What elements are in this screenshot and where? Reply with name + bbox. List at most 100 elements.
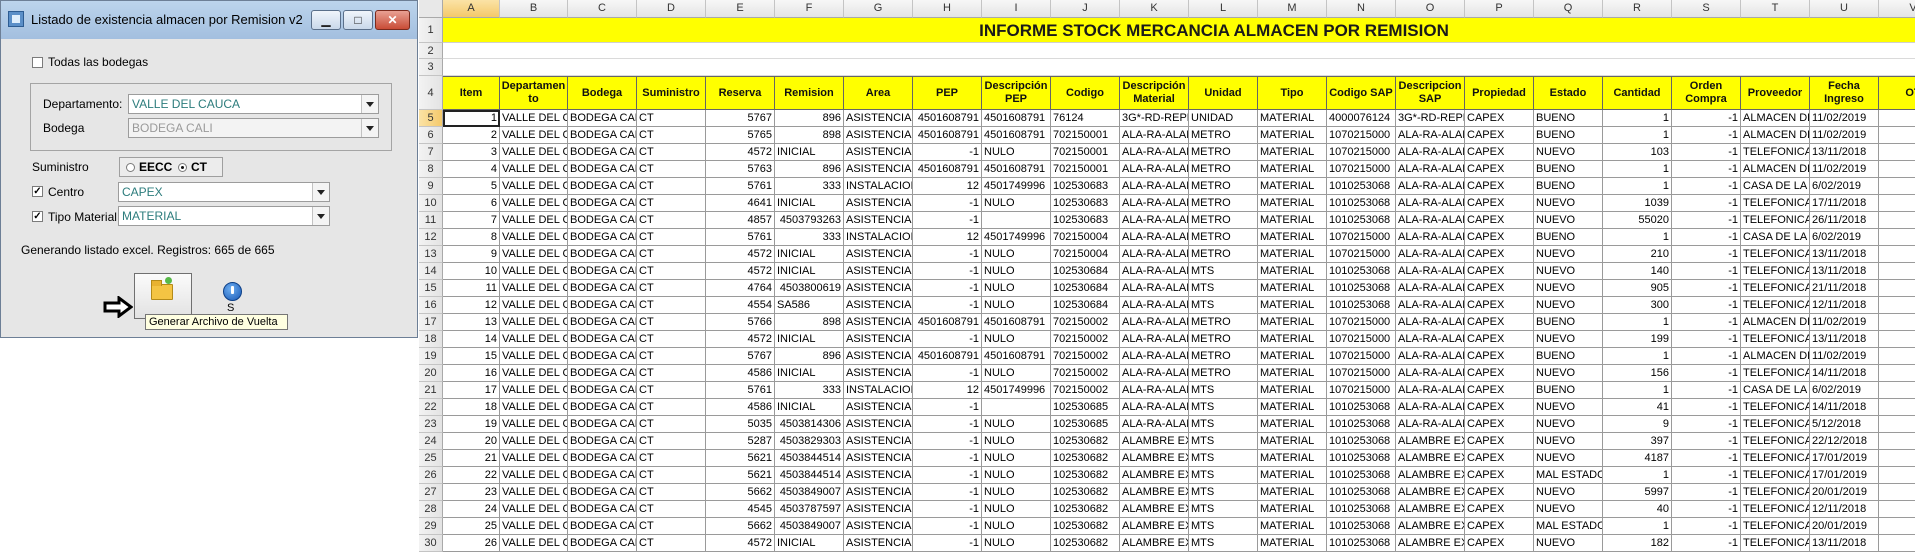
column-header-a[interactable]: A <box>443 0 500 18</box>
table-cell[interactable]: MTS <box>1189 280 1258 297</box>
table-cell[interactable]: BUENO <box>1534 314 1603 331</box>
table-cell[interactable]: 1070215000 <box>1327 246 1396 263</box>
table-cell[interactable]: 102530683 <box>1051 195 1120 212</box>
header-cell-d[interactable]: Suministro <box>637 76 706 110</box>
table-cell[interactable]: TELEFONICA <box>1741 365 1810 382</box>
table-cell[interactable]: 19 <box>443 416 500 433</box>
table-cell[interactable]: NUEVO <box>1534 501 1603 518</box>
row-header-11[interactable]: 11 <box>419 212 443 229</box>
table-cell[interactable]: CT <box>637 365 706 382</box>
table-cell[interactable]: 1 <box>1603 178 1672 195</box>
table-cell[interactable]: 102530682 <box>1051 518 1120 535</box>
table-cell[interactable]: MATERIAL <box>1258 501 1327 518</box>
table-cell[interactable]: NUEVO <box>1534 144 1603 161</box>
table-cell[interactable]: 102530682 <box>1051 484 1120 501</box>
table-cell[interactable]: VALLE DEL CA <box>500 144 568 161</box>
table-cell[interactable]: INSTALACION <box>844 178 913 195</box>
table-cell[interactable]: VALLE DEL CA <box>500 110 568 127</box>
table-cell[interactable]: 21 <box>443 450 500 467</box>
generar-archivo-button[interactable] <box>134 273 192 319</box>
minimize-button[interactable]: ▁ <box>311 10 341 30</box>
table-cell[interactable]: BODEGA CAL <box>568 263 637 280</box>
table-cell[interactable]: ALAMBRE EX <box>1396 518 1465 535</box>
table-cell[interactable]: ALA-RA-ALAM <box>1396 314 1465 331</box>
table-cell[interactable]: -1 <box>913 433 982 450</box>
table-cell[interactable]: 1010253068 <box>1327 450 1396 467</box>
table-cell[interactable]: 1070215000 <box>1327 331 1396 348</box>
header-cell-a[interactable]: Item <box>443 76 500 110</box>
table-cell[interactable]: 24 <box>443 501 500 518</box>
table-cell[interactable]: MTS <box>1189 399 1258 416</box>
table-cell[interactable]: NUEVO <box>1534 484 1603 501</box>
table-cell[interactable]: VALLE DEL CA <box>500 535 568 552</box>
table-cell[interactable]: MATERIAL <box>1258 280 1327 297</box>
table-cell[interactable]: VALLE DEL CA <box>500 501 568 518</box>
table-cell[interactable]: INICIAL <box>775 365 844 382</box>
table-cell[interactable]: BODEGA CAL <box>568 280 637 297</box>
table-cell[interactable]: NULO <box>982 467 1051 484</box>
table-cell[interactable]: 333 <box>775 382 844 399</box>
maximize-button[interactable]: □ <box>343 10 373 30</box>
table-cell[interactable]: MATERIAL <box>1258 144 1327 161</box>
table-cell[interactable]: BODEGA CAL <box>568 535 637 552</box>
table-cell[interactable]: 4503814306 <box>775 416 844 433</box>
table-cell[interactable]: ASISTENCIA T <box>844 263 913 280</box>
table-cell[interactable]: 11/02/2019 <box>1810 127 1879 144</box>
table-cell[interactable]: 20/01/2019 <box>1810 484 1879 501</box>
table-cell[interactable]: -1 <box>1672 297 1741 314</box>
table-cell[interactable]: NUEVO <box>1534 450 1603 467</box>
table-cell[interactable]: 140 <box>1603 263 1672 280</box>
table-cell[interactable]: BODEGA CAL <box>568 110 637 127</box>
table-cell[interactable]: ALA-RA-ALAM <box>1120 314 1189 331</box>
table-cell[interactable] <box>1879 280 1915 297</box>
table-cell[interactable]: CAPEX <box>1465 518 1534 535</box>
table-cell[interactable]: 4503800619 <box>775 280 844 297</box>
table-cell[interactable]: ASISTENCIA T <box>844 535 913 552</box>
table-cell[interactable]: ALMACEN DE <box>1741 161 1810 178</box>
row-header-16[interactable]: 16 <box>419 297 443 314</box>
column-header-j[interactable]: J <box>1051 0 1120 18</box>
table-cell[interactable]: 4501608791 <box>913 110 982 127</box>
table-cell[interactable]: CT <box>637 110 706 127</box>
row-header-10[interactable]: 10 <box>419 195 443 212</box>
table-cell[interactable]: INSTALACION <box>844 382 913 399</box>
table-cell[interactable]: 5/12/2018 <box>1810 416 1879 433</box>
header-cell-m[interactable]: Tipo <box>1258 76 1327 110</box>
header-cell-b[interactable]: Departamen to <box>500 76 568 110</box>
table-cell[interactable]: TELEFONICA <box>1741 297 1810 314</box>
table-cell[interactable]: 25 <box>443 518 500 535</box>
header-cell-i[interactable]: Descripción PEP <box>982 76 1051 110</box>
table-cell[interactable]: 182 <box>1603 535 1672 552</box>
table-cell[interactable]: 1010253068 <box>1327 212 1396 229</box>
table-cell[interactable]: 4501749996 <box>982 382 1051 399</box>
table-cell[interactable]: 1 <box>1603 110 1672 127</box>
table-cell[interactable]: 1 <box>1603 467 1672 484</box>
table-cell[interactable]: ALA-RA-ALAM <box>1120 161 1189 178</box>
table-cell[interactable]: 4501608791 <box>913 161 982 178</box>
table-cell[interactable]: ALA-RA-ALAM <box>1120 297 1189 314</box>
table-cell[interactable]: 156 <box>1603 365 1672 382</box>
table-cell[interactable]: 23 <box>443 484 500 501</box>
table-cell[interactable]: 1010253068 <box>1327 280 1396 297</box>
table-cell[interactable]: CAPEX <box>1465 433 1534 450</box>
table-cell[interactable]: VALLE DEL CA <box>500 433 568 450</box>
table-cell[interactable]: 21/11/2018 <box>1810 280 1879 297</box>
table-cell[interactable]: CAPEX <box>1465 144 1534 161</box>
table-cell[interactable]: 4000076124 <box>1327 110 1396 127</box>
table-cell[interactable]: NUEVO <box>1534 331 1603 348</box>
table-cell[interactable]: 22/12/2018 <box>1810 433 1879 450</box>
table-cell[interactable]: NUEVO <box>1534 195 1603 212</box>
table-cell[interactable]: ALMACEN DE <box>1741 110 1810 127</box>
column-header-i[interactable]: I <box>982 0 1051 18</box>
table-cell[interactable]: MTS <box>1189 263 1258 280</box>
table-cell[interactable]: 1070215000 <box>1327 229 1396 246</box>
row-header-3[interactable]: 3 <box>419 59 443 76</box>
table-cell[interactable]: -1 <box>1672 161 1741 178</box>
table-cell[interactable]: INICIAL <box>775 246 844 263</box>
table-cell[interactable]: CAPEX <box>1465 467 1534 484</box>
table-cell[interactable]: ALA-RA-ALAM <box>1396 297 1465 314</box>
table-cell[interactable]: -1 <box>1672 518 1741 535</box>
table-cell[interactable]: 4572 <box>706 246 775 263</box>
table-cell[interactable]: 5761 <box>706 382 775 399</box>
table-cell[interactable]: TELEFONICA <box>1741 280 1810 297</box>
